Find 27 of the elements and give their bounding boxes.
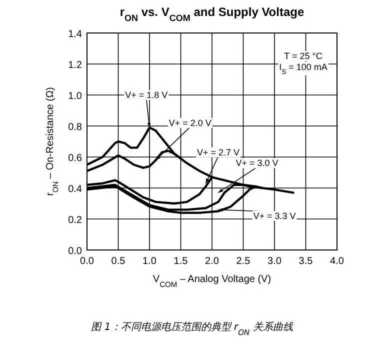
annotation: I$_{S}$ = 100 mA bbox=[279, 62, 328, 76]
chart-title: r$_{ON}$ vs. V$_{COM}$ and Supply Voltage bbox=[120, 5, 304, 23]
y-tick-label: 0.8 bbox=[68, 122, 82, 133]
y-tick-label: 0.2 bbox=[68, 215, 82, 226]
x-tick-label: 3.0 bbox=[268, 256, 282, 267]
x-tick-label: 4.0 bbox=[330, 256, 344, 267]
caption: 图 1：不同电源电压范围的典型 r$_{ON}$ 关系曲线 bbox=[91, 321, 294, 336]
annotation: T = 25 °C bbox=[284, 51, 323, 62]
y-tick-label: 1.2 bbox=[68, 60, 82, 71]
annotation: V+ = 1.8 V bbox=[125, 90, 168, 100]
y-tick-label: 1.0 bbox=[68, 91, 82, 102]
x-tick-label: 1.0 bbox=[142, 256, 157, 267]
y-tick-label: 0.4 bbox=[68, 184, 82, 195]
y-tick-label: 0.0 bbox=[68, 246, 82, 257]
x-tick-label: 2.5 bbox=[236, 256, 251, 267]
y-tick-label: 0.6 bbox=[68, 153, 82, 164]
annotation: V+ = 3.3 V bbox=[253, 210, 296, 221]
annotation: V+ = 2.7 V bbox=[196, 147, 240, 158]
annotation: V+ = 2.0 V bbox=[168, 118, 212, 128]
y-tick-label: 1.4 bbox=[68, 29, 82, 40]
annotation: V+ = 3.0 V bbox=[236, 158, 278, 168]
x-tick-label: 0.5 bbox=[111, 256, 126, 267]
x-tick-label: 2.0 bbox=[205, 256, 220, 267]
x-tick-label: 3.5 bbox=[298, 256, 314, 267]
x-tick-label: 0.0 bbox=[80, 256, 94, 267]
x-axis-title: V$_{COM}$ – Analog Voltage (V) bbox=[152, 274, 272, 288]
x-tick-label: 1.5 bbox=[174, 256, 188, 267]
